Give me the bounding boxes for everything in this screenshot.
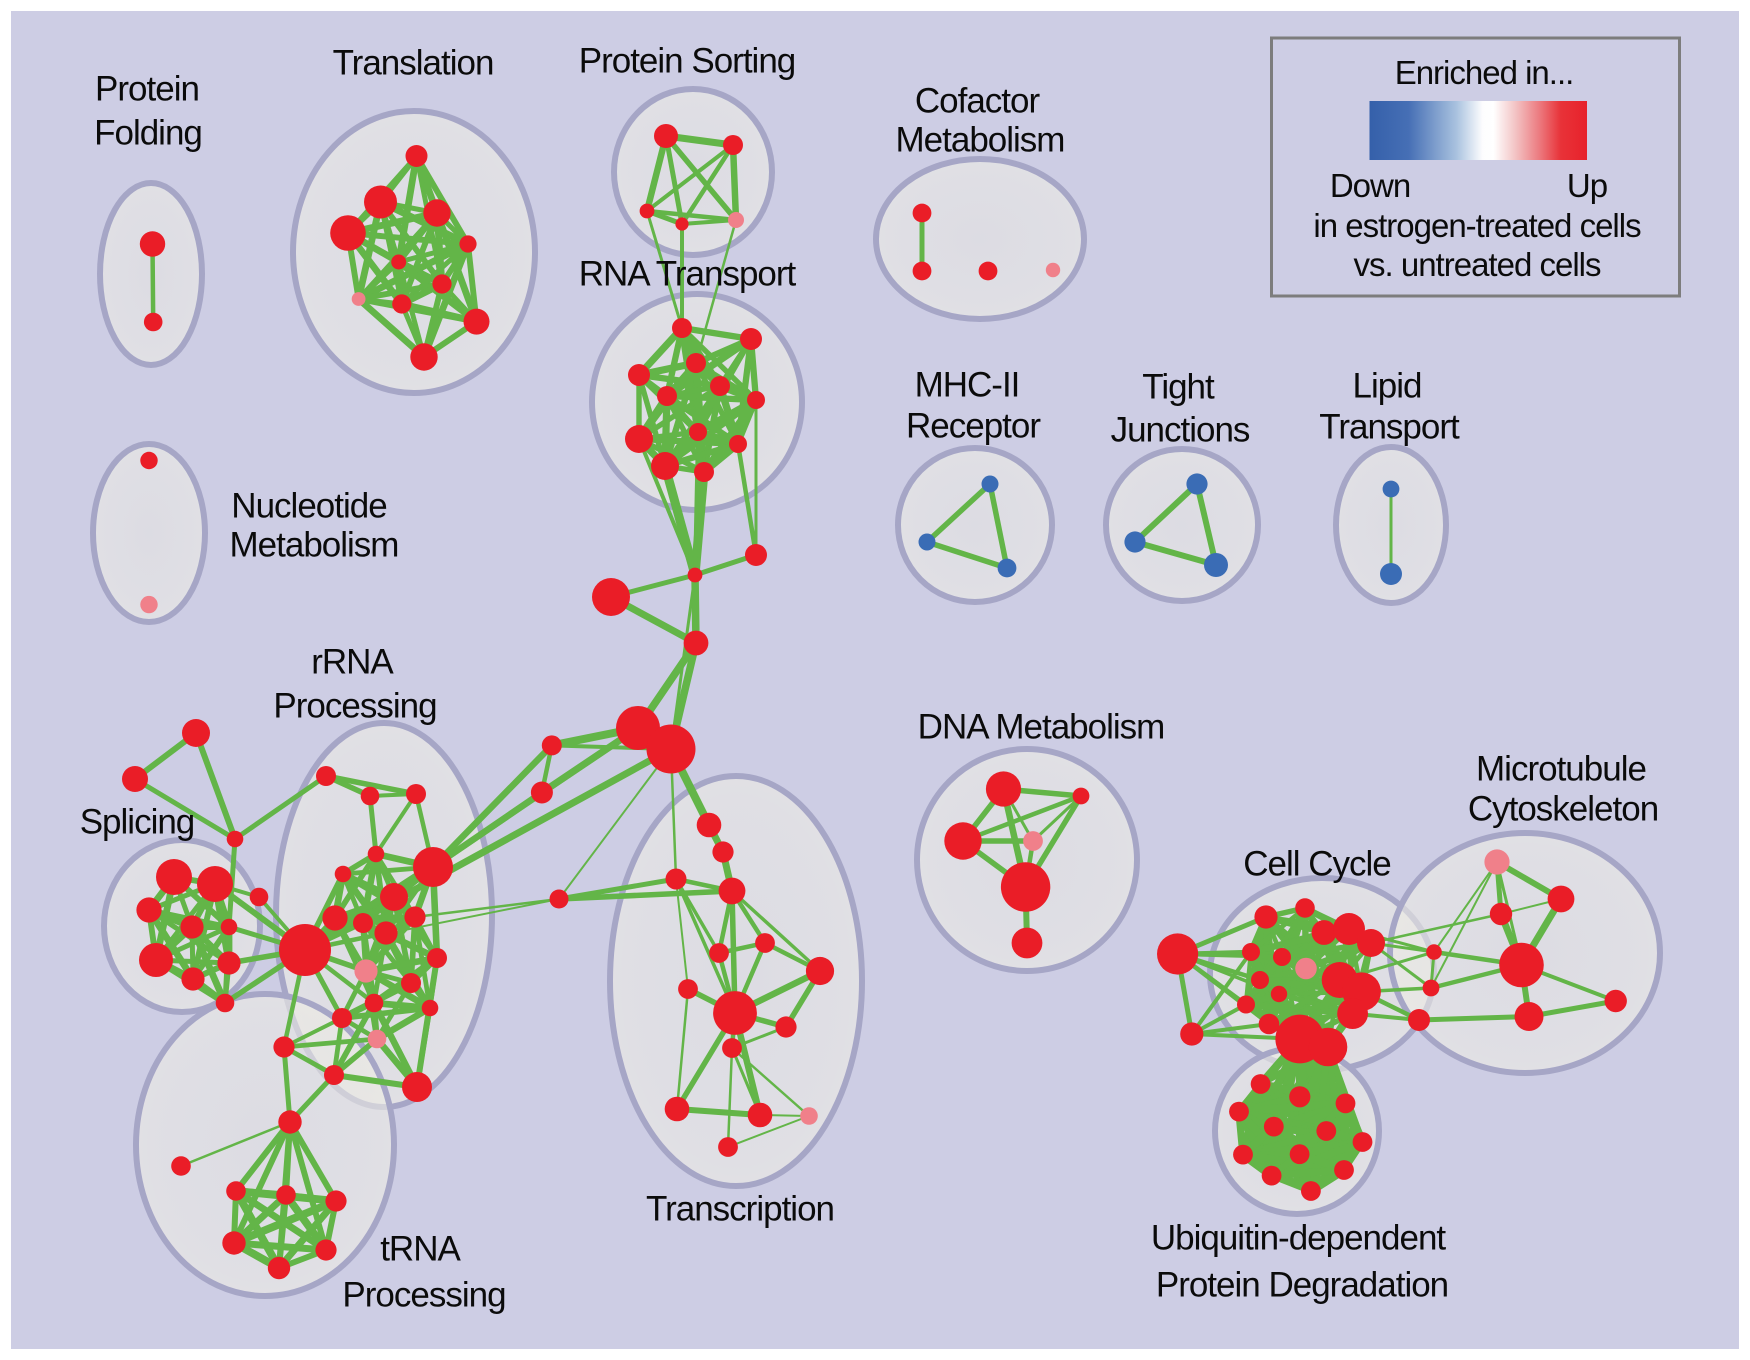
svg-text:Tight: Tight — [1142, 368, 1215, 407]
svg-text:RNA Transport: RNA Transport — [579, 255, 797, 294]
svg-text:Enriched in...: Enriched in... — [1395, 54, 1574, 91]
svg-text:Protein Degradation: Protein Degradation — [1156, 1266, 1448, 1305]
svg-text:Cofactor: Cofactor — [915, 82, 1041, 121]
svg-text:in estrogen-treated cells: in estrogen-treated cells — [1313, 207, 1641, 244]
svg-text:MHC-II: MHC-II — [915, 366, 1020, 405]
svg-text:Junctions: Junctions — [1111, 411, 1250, 450]
svg-text:Receptor: Receptor — [906, 407, 1041, 446]
svg-text:Cytoskeleton: Cytoskeleton — [1468, 790, 1658, 829]
svg-text:Microtubule: Microtubule — [1476, 750, 1646, 789]
svg-text:Lipid: Lipid — [1353, 367, 1422, 406]
svg-text:rRNA: rRNA — [311, 643, 394, 682]
svg-text:Ubiquitin-dependent: Ubiquitin-dependent — [1151, 1219, 1447, 1258]
svg-text:Metabolism: Metabolism — [896, 121, 1065, 160]
svg-text:vs. untreated cells: vs. untreated cells — [1354, 246, 1601, 283]
svg-text:DNA Metabolism: DNA Metabolism — [918, 708, 1165, 747]
svg-text:Transport: Transport — [1319, 408, 1460, 447]
svg-text:Translation: Translation — [333, 44, 494, 83]
svg-text:Nucleotide: Nucleotide — [231, 487, 386, 526]
svg-text:Protein: Protein — [95, 70, 199, 109]
svg-text:tRNA: tRNA — [380, 1230, 461, 1269]
svg-text:Folding: Folding — [94, 114, 202, 153]
svg-text:Protein Sorting: Protein Sorting — [579, 42, 796, 81]
svg-text:Cell Cycle: Cell Cycle — [1243, 845, 1391, 884]
svg-text:Processing: Processing — [342, 1276, 505, 1315]
svg-text:Down: Down — [1330, 167, 1410, 204]
svg-text:Transcription: Transcription — [646, 1190, 834, 1229]
svg-text:Splicing: Splicing — [80, 803, 195, 842]
svg-text:Processing: Processing — [273, 687, 436, 726]
svg-text:Metabolism: Metabolism — [230, 526, 399, 565]
svg-text:Up: Up — [1567, 167, 1607, 204]
